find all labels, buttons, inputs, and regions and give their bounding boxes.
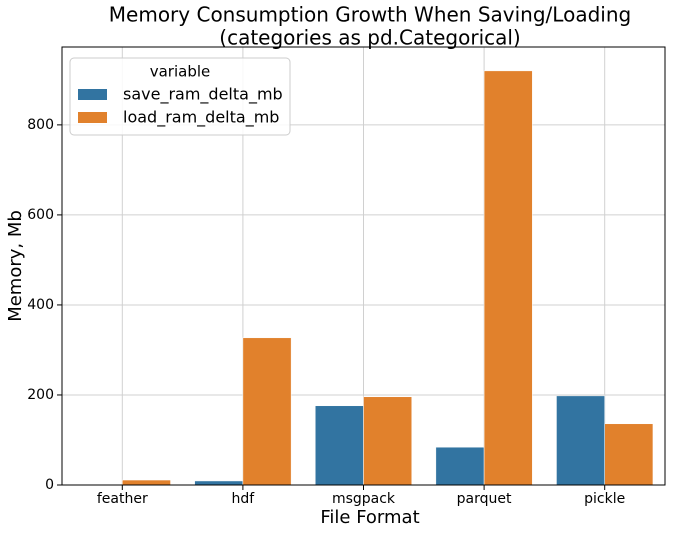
bar <box>242 337 292 486</box>
x-tick-label: pickle <box>584 491 625 507</box>
x-tick-label: hdf <box>232 491 256 507</box>
legend-label: load_ram_delta_mb <box>123 108 279 128</box>
bar <box>194 480 244 486</box>
legend-box <box>69 57 291 136</box>
legend-title: variable <box>150 63 211 81</box>
y-tick-label: 200 <box>27 387 54 403</box>
bar <box>556 395 605 486</box>
x-tick-label: parquet <box>457 491 512 507</box>
bar <box>122 479 171 486</box>
y-tick-label: 400 <box>27 297 54 313</box>
legend-swatch <box>78 112 107 123</box>
plot-frame <box>61 46 666 486</box>
legend-swatch <box>78 89 107 100</box>
x-tick-label: feather <box>97 491 148 507</box>
y-tick-label: 0 <box>45 477 54 493</box>
bar <box>604 423 654 486</box>
y-axis-label: Memory, Mb <box>5 210 26 322</box>
y-tick-label: 600 <box>27 207 54 223</box>
x-axis-label: File Format <box>320 507 419 528</box>
bar <box>363 396 412 486</box>
bar <box>483 70 533 486</box>
bar <box>315 405 364 486</box>
bar <box>435 446 485 486</box>
x-tick-label: msgpack <box>332 491 396 507</box>
legend-label: save_ram_delta_mb <box>123 85 283 105</box>
chart-title: (categories as pd.Categorical) <box>219 26 520 50</box>
y-tick-label: 800 <box>27 117 54 133</box>
chart-title: Memory Consumption Growth When Saving/Lo… <box>109 3 631 27</box>
